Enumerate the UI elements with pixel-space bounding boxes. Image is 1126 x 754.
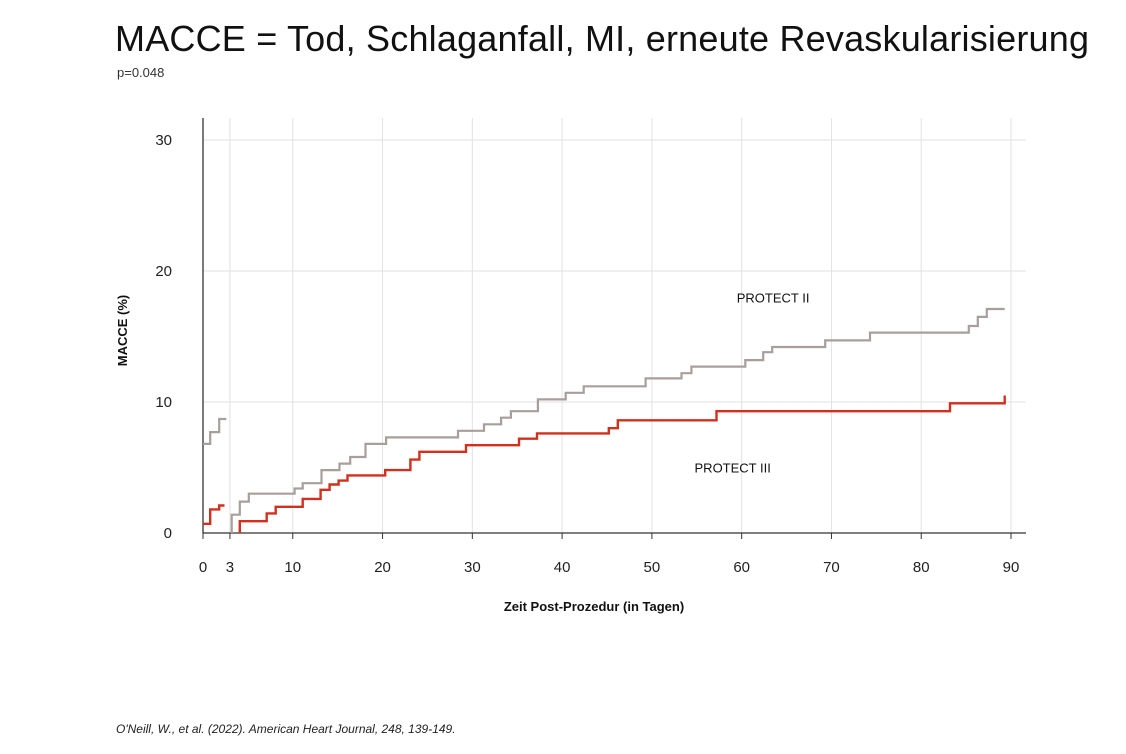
p-value: p=0.048 <box>117 65 165 80</box>
x-tick-label: 60 <box>733 559 750 576</box>
series-lines <box>203 307 1006 533</box>
x-tick-label: 80 <box>913 559 930 576</box>
citation: O'Neill, W., et al. (2022). American Hea… <box>116 722 456 736</box>
x-tick-label: 30 <box>464 559 481 576</box>
annotation-protect-iii: PROTECT III <box>695 461 771 476</box>
x-axis-label: Zeit Post-Prozedur (in Tagen) <box>504 599 684 614</box>
y-tick-label: 0 <box>164 525 172 542</box>
annotation-protect-ii: PROTECT II <box>737 290 810 305</box>
x-tick-label: 0 <box>199 559 207 576</box>
y-axis-label: MACCE (%) <box>115 295 130 367</box>
x-tick-label: 50 <box>644 559 661 576</box>
y-tick-label: 10 <box>155 394 172 411</box>
series-line-protect-ii <box>203 417 227 445</box>
tick-labels: 0 3 10 20 30 40 50 60 70 80 90 0 10 20 30 <box>155 132 1019 576</box>
grid <box>203 118 1026 533</box>
x-tick-label: 90 <box>1003 559 1020 576</box>
axis-labels: Zeit Post-Prozedur (in Tagen) MACCE (%) <box>115 295 684 614</box>
y-tick-label: 20 <box>155 263 172 280</box>
x-tick-label: 3 <box>226 559 234 576</box>
macce-chart: 0 3 10 20 30 40 50 60 70 80 90 0 10 20 30 Zeit Post-Pr… <box>115 118 1026 614</box>
y-tick-label: 30 <box>155 132 172 149</box>
series-line-protect-iii <box>238 395 1006 533</box>
x-tick-label: 10 <box>284 559 301 576</box>
axes <box>202 118 1026 539</box>
series-line-protect-iii <box>203 504 225 525</box>
series-line-protect-ii <box>230 307 1005 533</box>
x-tick-label: 40 <box>554 559 571 576</box>
x-tick-label: 20 <box>374 559 391 576</box>
series-annotations: PROTECT II PROTECT III <box>695 290 810 475</box>
x-tick-label: 70 <box>823 559 840 576</box>
chart-title: MACCE = Tod, Schlaganfall, MI, erneute R… <box>115 18 1090 59</box>
